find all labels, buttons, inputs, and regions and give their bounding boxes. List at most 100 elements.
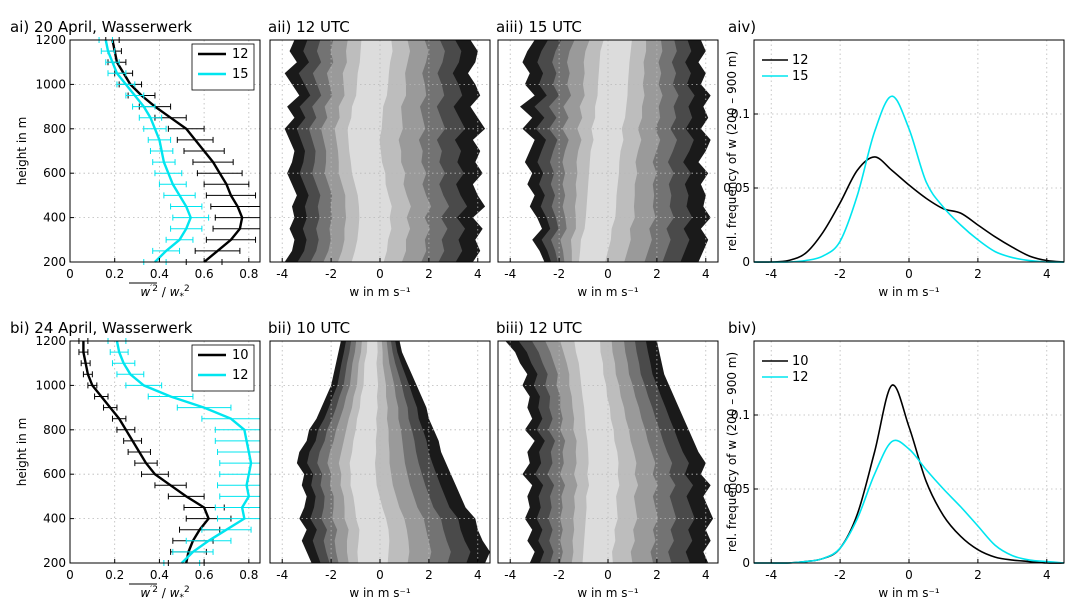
legend-label: 10 (792, 354, 809, 369)
x-axis-label: w in m s⁻¹ (878, 586, 939, 600)
x-tick-label: 0.4 (150, 267, 169, 281)
x-axis-label-part: * (179, 292, 184, 302)
x-axis-label: w in m s⁻¹ (878, 285, 939, 299)
x-tick-label: -4 (765, 568, 777, 582)
y-tick-label: 400 (43, 211, 66, 225)
profile-axes (69, 39, 261, 263)
y-tick-label: 0.05 (723, 482, 750, 496)
series-line-12 (111, 39, 244, 263)
x-axis-label-part: * (179, 593, 184, 603)
x-axis-label-part: w (170, 285, 180, 299)
panel-title: aiii) 15 UTC (496, 18, 582, 36)
x-tick-label: 0.2 (105, 568, 124, 582)
x-tick-label: 4 (702, 568, 710, 582)
y-axis-label: height in m (15, 117, 29, 186)
y-tick-label: 0 (742, 255, 750, 269)
x-tick-label: 4 (1043, 267, 1051, 281)
x-tick-label: -4 (276, 267, 288, 281)
x-tick-label: 0 (376, 568, 384, 582)
series-line-15 (104, 39, 192, 263)
y-tick-label: 1200 (35, 33, 66, 47)
x-axis-label-part: w (140, 586, 150, 600)
y-tick-label: 600 (43, 166, 66, 180)
legend-label: 15 (792, 69, 809, 84)
x-tick-label: -2 (325, 568, 337, 582)
series-line-15 (754, 95, 1065, 263)
x-axis-label: w in m s⁻¹ (349, 586, 410, 600)
y-tick-label: 1000 (35, 378, 66, 392)
x-tick-label: 0.2 (105, 267, 124, 281)
contour-band-5 (578, 40, 632, 262)
x-tick-label: 0 (905, 267, 913, 281)
contour-panel: -4 -2 0 2 4 biii) 12 UTC w in m s⁻¹ (496, 319, 719, 600)
x-tick-label: 0 (604, 267, 612, 281)
panel-title: aiv) (728, 18, 756, 36)
panel-title: ai) 20 April, Wasserwerk (10, 18, 192, 36)
y-tick-label: 200 (43, 556, 66, 570)
pdf-panel: -4 -2 0 2 4 0 0.05 0.1 aiv) rel. frequency of w (… (723, 18, 1065, 299)
y-tick-label: 0 (742, 556, 750, 570)
x-tick-label: 0.6 (195, 568, 214, 582)
y-axis-label: height in m (15, 418, 29, 487)
x-tick-label: 2 (653, 568, 661, 582)
x-tick-label: 4 (474, 568, 482, 582)
y-tick-label: 0.1 (731, 107, 750, 121)
x-tick-label: 4 (702, 267, 710, 281)
x-tick-label: -2 (325, 267, 337, 281)
series-line-12 (753, 439, 1065, 564)
x-axis-label-part: / (158, 285, 170, 299)
x-tick-label: 0 (905, 568, 913, 582)
legend-label: 10 (232, 348, 249, 363)
y-axis-label: rel. frequency of w (200 – 900 m) (725, 51, 739, 251)
x-tick-label: -4 (276, 568, 288, 582)
x-tick-label: 0 (604, 568, 612, 582)
x-axis-label: w in m s⁻¹ (349, 285, 410, 299)
x-axis-label: w′2 / w*2 (140, 585, 189, 603)
y-tick-label: 0.1 (731, 408, 750, 422)
panel-title: biii) 12 UTC (496, 319, 582, 337)
x-tick-label: 2 (974, 568, 982, 582)
x-axis-label-part: / (158, 586, 170, 600)
x-axis-label: w in m s⁻¹ (577, 285, 638, 299)
x-tick-label: -2 (553, 267, 565, 281)
x-tick-label: 2 (425, 568, 433, 582)
panel-title: biv) (728, 319, 756, 337)
contour-panel: -4 -2 0 2 4 bii) 10 UTC w in m s⁻¹ (268, 319, 491, 600)
pdf-panel: -4 -2 0 2 4 0 0.05 0.1 biv) rel. frequency of w (… (723, 319, 1065, 600)
x-axis-label-part: w (140, 285, 150, 299)
x-tick-label: -2 (834, 267, 846, 281)
x-tick-label: -2 (553, 568, 565, 582)
x-tick-label: -4 (504, 568, 516, 582)
y-tick-label: 400 (43, 512, 66, 526)
x-tick-label: 0.8 (239, 267, 258, 281)
profile-axes (69, 340, 261, 564)
legend-label: 12 (792, 53, 809, 68)
legend-label: 12 (232, 368, 249, 383)
x-tick-label: -2 (834, 568, 846, 582)
y-tick-label: 1000 (35, 77, 66, 91)
x-tick-label: 0.8 (239, 568, 258, 582)
contour-band-5 (349, 341, 390, 563)
contour-band-5 (347, 40, 393, 262)
x-tick-label: 4 (474, 267, 482, 281)
y-tick-label: 0.05 (723, 181, 750, 195)
y-tick-label: 600 (43, 467, 66, 481)
legend-label: 15 (232, 67, 249, 82)
y-axis-label: rel. frequency of w (200 – 900 m) (725, 352, 739, 552)
x-axis-label: w′2 / w*2 (140, 284, 189, 302)
x-axis-label: w in m s⁻¹ (577, 586, 638, 600)
contour-panel: -4 -2 0 2 4 aiii) 15 UTC w in m s⁻¹ (496, 18, 719, 299)
x-tick-label: 0 (376, 267, 384, 281)
x-tick-label: 0.4 (150, 568, 169, 582)
x-axis-label-part: 2 (184, 284, 190, 294)
x-tick-label: -4 (504, 267, 516, 281)
panel-title: aii) 12 UTC (268, 18, 350, 36)
x-tick-label: 0 (66, 267, 74, 281)
x-axis-label-part: 2 (184, 585, 190, 595)
legend-box (191, 344, 255, 392)
y-tick-label: 200 (43, 255, 66, 269)
y-tick-label: 800 (43, 122, 66, 136)
contour-panel: -4 -2 0 2 4 aii) 12 UTC w in m s⁻¹ (268, 18, 491, 299)
